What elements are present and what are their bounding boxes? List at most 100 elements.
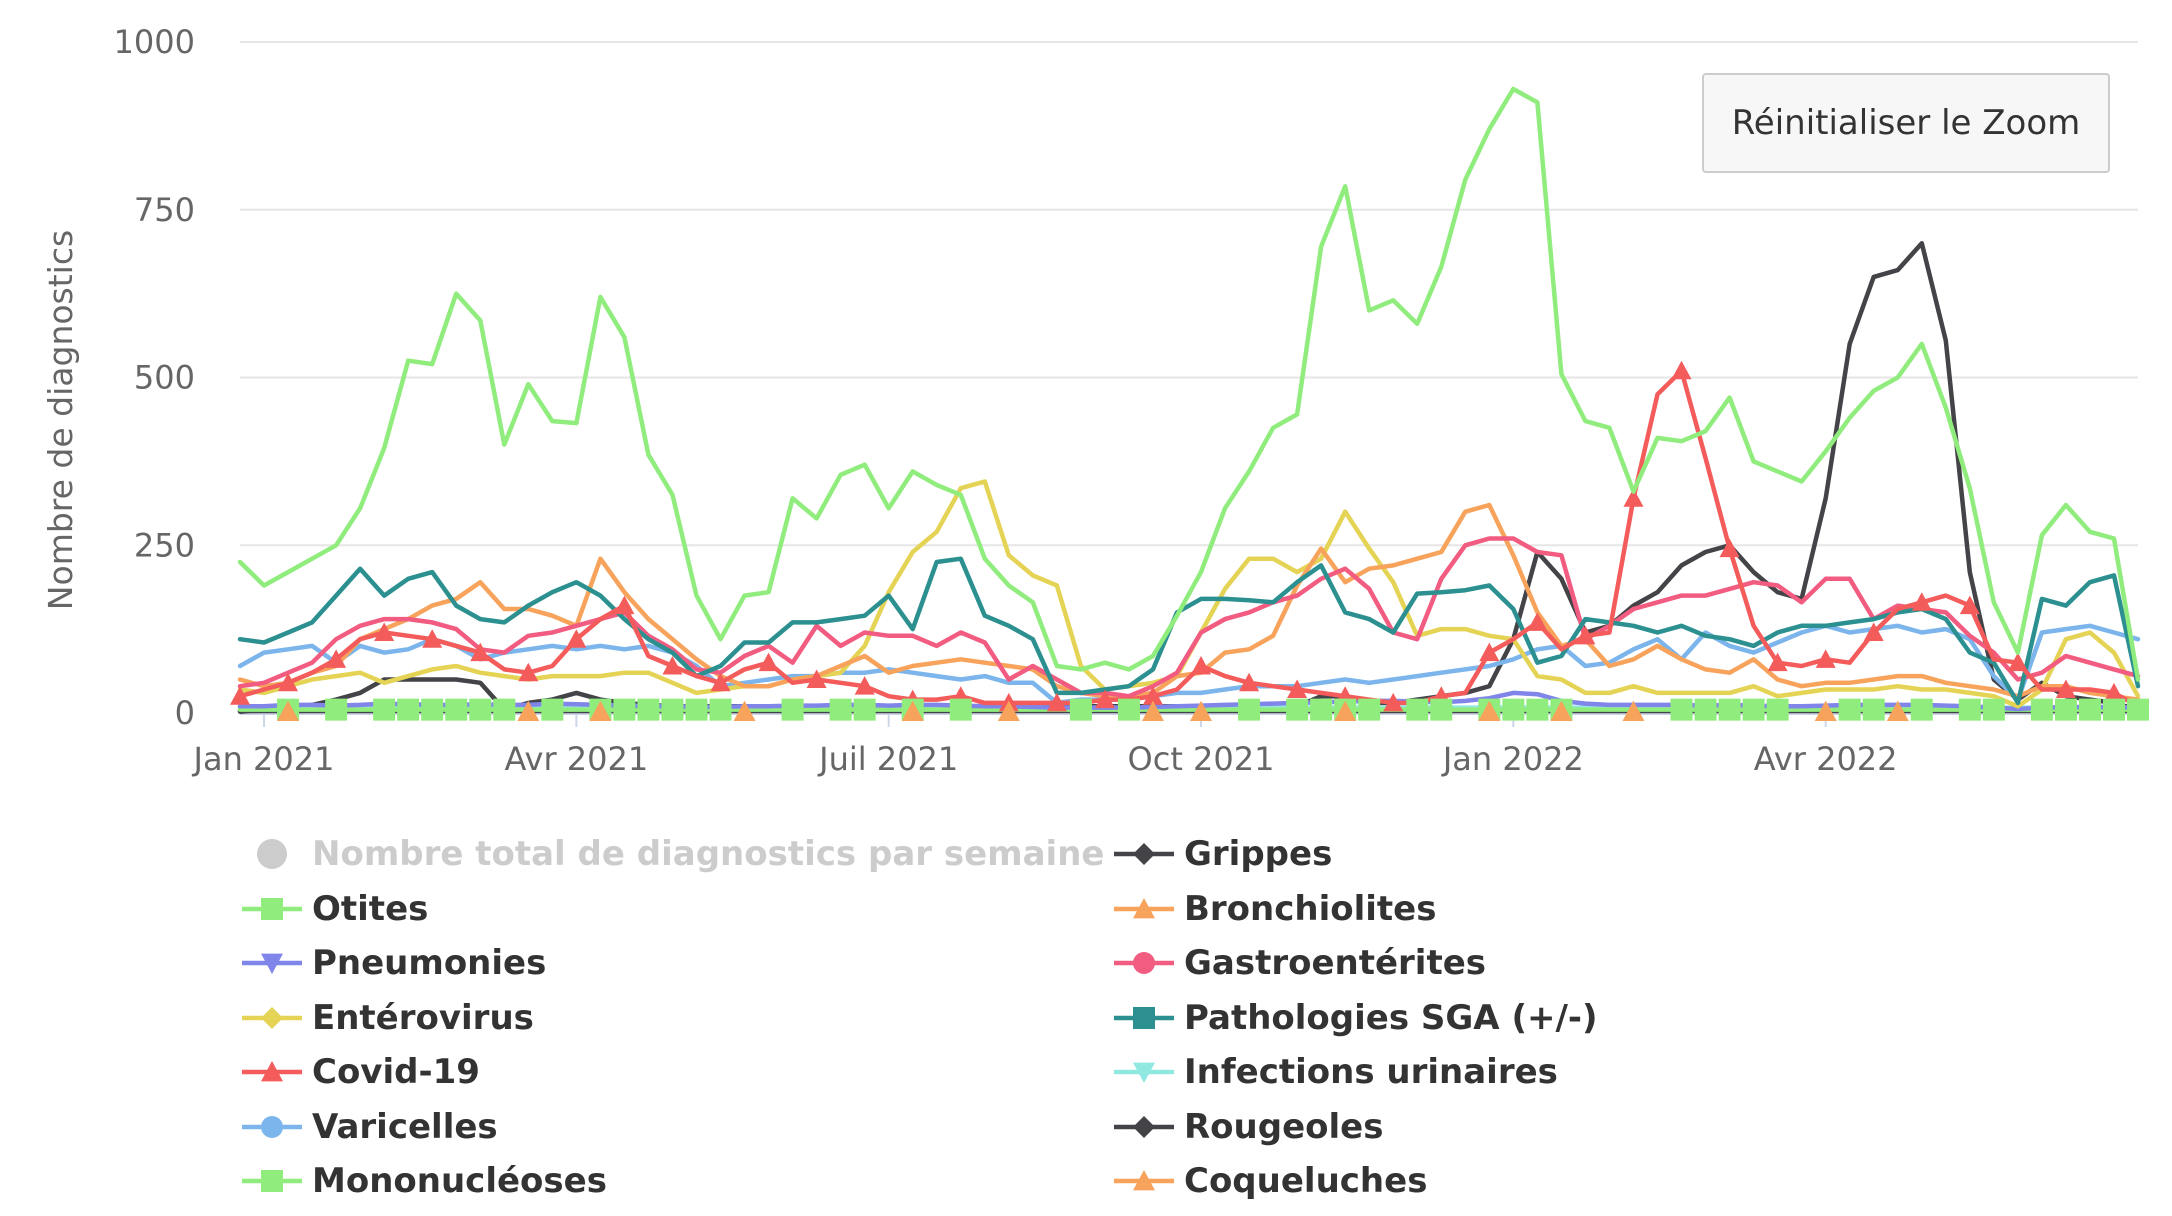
mononucleose-marker[interactable]: [445, 698, 468, 721]
covid-marker[interactable]: [2007, 652, 2028, 672]
mononucleose-marker[interactable]: [1069, 698, 1092, 721]
covid-marker[interactable]: [1142, 686, 1163, 705]
mononucleose-marker[interactable]: [2030, 698, 2053, 721]
covid-marker[interactable]: [1815, 649, 1836, 668]
mononucleose-marker[interactable]: [325, 698, 348, 721]
covid-marker[interactable]: [566, 629, 587, 648]
mononucleose-marker[interactable]: [1766, 698, 1789, 721]
legend-item[interactable]: Bronchiolites: [1112, 887, 1436, 931]
coqueluche-marker[interactable]: [517, 700, 540, 722]
legend-item[interactable]: Entérovirus: [240, 996, 534, 1040]
mononucleose-marker[interactable]: [1502, 698, 1525, 721]
covid-marker[interactable]: [1767, 652, 1788, 672]
legend-item[interactable]: Grippes: [1112, 832, 1332, 876]
covid-marker[interactable]: [854, 676, 875, 695]
mononucleose-marker[interactable]: [1358, 698, 1381, 721]
covid-marker[interactable]: [1671, 360, 1692, 380]
coqueluche-marker[interactable]: [1814, 700, 1837, 722]
series-line[interactable]: [237, 86, 2141, 682]
series-line[interactable]: [237, 502, 2141, 702]
mononucleose-marker[interactable]: [2102, 698, 2125, 721]
mononucleose-marker[interactable]: [637, 698, 660, 721]
covid-marker[interactable]: [422, 629, 443, 648]
covid-marker[interactable]: [2103, 682, 2124, 702]
mononucleose-marker[interactable]: [2078, 698, 2101, 721]
covid-marker[interactable]: [326, 649, 347, 668]
mononucleose-marker[interactable]: [781, 698, 804, 721]
mononucleose-marker[interactable]: [469, 698, 492, 721]
covid-marker[interactable]: [1383, 692, 1404, 712]
covid-marker[interactable]: [1046, 692, 1067, 712]
legend-item[interactable]: Gastroentérites: [1112, 941, 1486, 985]
covid-marker[interactable]: [1575, 625, 1596, 645]
reset-zoom-button[interactable]: Réinitialiser le Zoom: [1702, 73, 2110, 173]
coqueluche-marker[interactable]: [1334, 700, 1357, 722]
coqueluche-marker[interactable]: [277, 700, 300, 722]
coqueluche-marker[interactable]: [1141, 700, 1164, 722]
coqueluche-marker[interactable]: [1886, 700, 1909, 722]
covid-marker[interactable]: [758, 652, 779, 672]
mononucleose-marker[interactable]: [2127, 698, 2149, 721]
legend-item[interactable]: Varicelles: [240, 1105, 498, 1149]
coqueluche-marker[interactable]: [1478, 700, 1501, 722]
covid-marker[interactable]: [1527, 612, 1548, 631]
covid-marker[interactable]: [374, 622, 395, 641]
covid-marker[interactable]: [1479, 642, 1500, 662]
mononucleose-marker[interactable]: [613, 698, 636, 721]
mononucleose-marker[interactable]: [397, 698, 420, 721]
mononucleose-marker[interactable]: [661, 698, 684, 721]
legend-item[interactable]: Covid-19: [240, 1050, 480, 1094]
legend-item[interactable]: Nombre total de diagnostics par semaine: [240, 832, 1104, 876]
covid-marker[interactable]: [1959, 595, 1980, 615]
mononucleose-marker[interactable]: [2054, 698, 2077, 721]
mononucleose-marker[interactable]: [1670, 698, 1693, 721]
coqueluche-marker[interactable]: [733, 700, 756, 722]
coqueluche-marker[interactable]: [589, 700, 612, 722]
coqueluche-marker[interactable]: [1550, 700, 1573, 722]
legend-item[interactable]: Coqueluches: [1112, 1159, 1427, 1203]
covid-marker[interactable]: [470, 642, 491, 662]
mononucleose-marker[interactable]: [1718, 698, 1741, 721]
legend-item[interactable]: Infections urinaires: [1112, 1050, 1558, 1094]
legend-item[interactable]: Rougeoles: [1112, 1105, 1383, 1149]
covid-marker[interactable]: [230, 686, 250, 705]
covid-marker[interactable]: [2055, 679, 2076, 699]
legend-item[interactable]: Pathologies SGA (+/-): [1112, 996, 1598, 1040]
mononucleose-marker[interactable]: [493, 698, 516, 721]
covid-marker[interactable]: [710, 672, 731, 692]
covid-marker[interactable]: [1719, 538, 1740, 558]
coqueluche-marker[interactable]: [997, 700, 1020, 722]
mononucleose-marker[interactable]: [1862, 698, 1885, 721]
mononucleose-marker[interactable]: [421, 698, 444, 721]
mononucleose-marker[interactable]: [1238, 698, 1261, 721]
covid-marker[interactable]: [1239, 672, 1260, 692]
mononucleose-marker[interactable]: [1958, 698, 1981, 721]
covid-marker[interactable]: [278, 672, 299, 692]
legend-item[interactable]: Pneumonies: [240, 941, 546, 985]
covid-marker[interactable]: [1287, 679, 1308, 699]
mononucleose-marker[interactable]: [1910, 698, 1933, 721]
mononucleose-marker[interactable]: [1406, 698, 1429, 721]
mononucleose-marker[interactable]: [1286, 698, 1309, 721]
series-line[interactable]: [237, 556, 2141, 706]
covid-marker[interactable]: [518, 662, 539, 682]
mononucleose-marker[interactable]: [829, 698, 852, 721]
covid-marker[interactable]: [614, 595, 635, 615]
mononucleose-marker[interactable]: [541, 698, 564, 721]
mononucleose-marker[interactable]: [709, 698, 732, 721]
covid-marker[interactable]: [1623, 488, 1644, 507]
series-line[interactable]: [237, 241, 2141, 714]
mononucleose-marker[interactable]: [1838, 698, 1861, 721]
series-line[interactable]: [237, 536, 2141, 699]
mononucleose-marker[interactable]: [1694, 698, 1717, 721]
covid-marker[interactable]: [1911, 592, 1932, 611]
covid-marker[interactable]: [1191, 656, 1212, 675]
covid-marker[interactable]: [806, 669, 827, 688]
coqueluche-marker[interactable]: [1622, 700, 1645, 722]
mononucleose-marker[interactable]: [853, 698, 876, 721]
mononucleose-marker[interactable]: [949, 698, 972, 721]
mononucleose-marker[interactable]: [1526, 698, 1549, 721]
covid-marker[interactable]: [662, 656, 683, 675]
mononucleose-marker[interactable]: [373, 698, 396, 721]
mononucleose-marker[interactable]: [1310, 698, 1333, 721]
